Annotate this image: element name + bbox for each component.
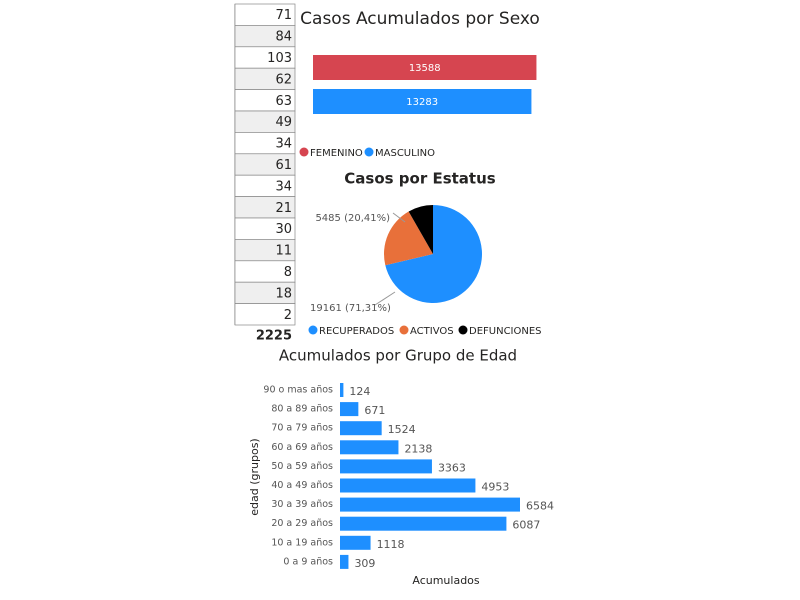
bar — [340, 497, 520, 512]
table-cell: 2 — [284, 308, 292, 323]
bar-value-label: 13588 — [409, 63, 441, 74]
chart-title: Casos Acumulados por Sexo — [300, 9, 540, 29]
chart-title: Casos por Estatus — [344, 170, 495, 188]
table-cell: 63 — [275, 94, 292, 109]
y-tick-label: 0 a 9 años — [283, 556, 333, 567]
table-cell: 103 — [267, 51, 292, 66]
pie-value-label: 5485 (20,41%) — [315, 213, 390, 224]
table-cell: 62 — [275, 72, 292, 87]
legend-marker — [458, 325, 468, 335]
y-tick-label: 60 a 69 años — [271, 442, 333, 453]
y-tick-label: 80 a 89 años — [271, 404, 333, 415]
table-cell: 8 — [284, 265, 292, 280]
bar-value-label: 309 — [354, 557, 375, 570]
bar — [340, 383, 344, 397]
table-cell: 18 — [275, 286, 292, 301]
bar — [340, 459, 432, 474]
bar — [340, 516, 507, 531]
y-tick-label: 50 a 59 años — [271, 461, 333, 472]
y-tick-label: 90 o mas años — [263, 385, 333, 396]
y-tick-label: 70 a 79 años — [271, 423, 333, 434]
table-cell: 61 — [275, 158, 292, 173]
leader-line — [392, 212, 406, 223]
leader-line — [374, 291, 396, 306]
bar — [340, 535, 371, 550]
bar-value-label: 3363 — [438, 461, 466, 474]
bar-value-label: 6087 — [512, 519, 540, 532]
chart-title: Acumulados por Grupo de Edad — [279, 347, 517, 365]
bar-value-label: 1118 — [377, 538, 405, 551]
legend-marker — [364, 147, 374, 157]
table-cell: 34 — [275, 137, 292, 152]
legend-label: RECUPERADOS — [319, 326, 394, 337]
bar — [340, 478, 476, 493]
bar — [340, 421, 382, 436]
legend-marker — [308, 325, 318, 335]
table-cell: 84 — [275, 30, 292, 45]
bar-value-label: 1524 — [388, 423, 416, 436]
pie-slice — [385, 205, 482, 303]
y-axis-label: edad (grupos) — [248, 438, 261, 515]
bar-value-label: 124 — [349, 385, 370, 398]
table-cell: 21 — [275, 201, 292, 216]
bar — [340, 440, 399, 455]
bar-value-label: 4953 — [481, 481, 509, 494]
x-axis-label: Acumulados — [412, 574, 480, 587]
y-tick-label: 10 a 19 años — [271, 537, 333, 548]
legend-label: FEMENINO — [310, 148, 363, 159]
bar — [313, 55, 537, 80]
bar — [313, 89, 532, 114]
pie-slice — [408, 205, 433, 254]
pie-slice — [384, 211, 433, 266]
table-cell: 11 — [275, 244, 292, 259]
bar-value-label: 2138 — [404, 442, 432, 455]
bar — [340, 402, 359, 417]
y-tick-label: 30 a 39 años — [271, 499, 333, 510]
y-tick-label: 20 a 29 años — [271, 518, 333, 529]
table-cell: 34 — [275, 179, 292, 194]
pie-value-label: 19161 (71,31%) — [310, 303, 391, 314]
bar — [340, 554, 349, 569]
legend-marker — [299, 147, 309, 157]
legend-marker — [399, 325, 409, 335]
y-tick-label: 40 a 49 años — [271, 480, 333, 491]
bar-value-label: 671 — [364, 404, 385, 417]
table-row — [234, 303, 296, 326]
bar-value-label: 13283 — [406, 97, 438, 108]
table-cell: 30 — [275, 222, 292, 237]
legend-label: ACTIVOS — [410, 326, 454, 337]
legend-label: MASCULINO — [375, 148, 435, 159]
table-cell: 49 — [275, 115, 292, 130]
legend-label: DEFUNCIONES — [469, 326, 542, 337]
table-cell: 71 — [275, 8, 292, 23]
bar-value-label: 6584 — [526, 500, 554, 513]
table-total: 2225 — [256, 329, 292, 344]
